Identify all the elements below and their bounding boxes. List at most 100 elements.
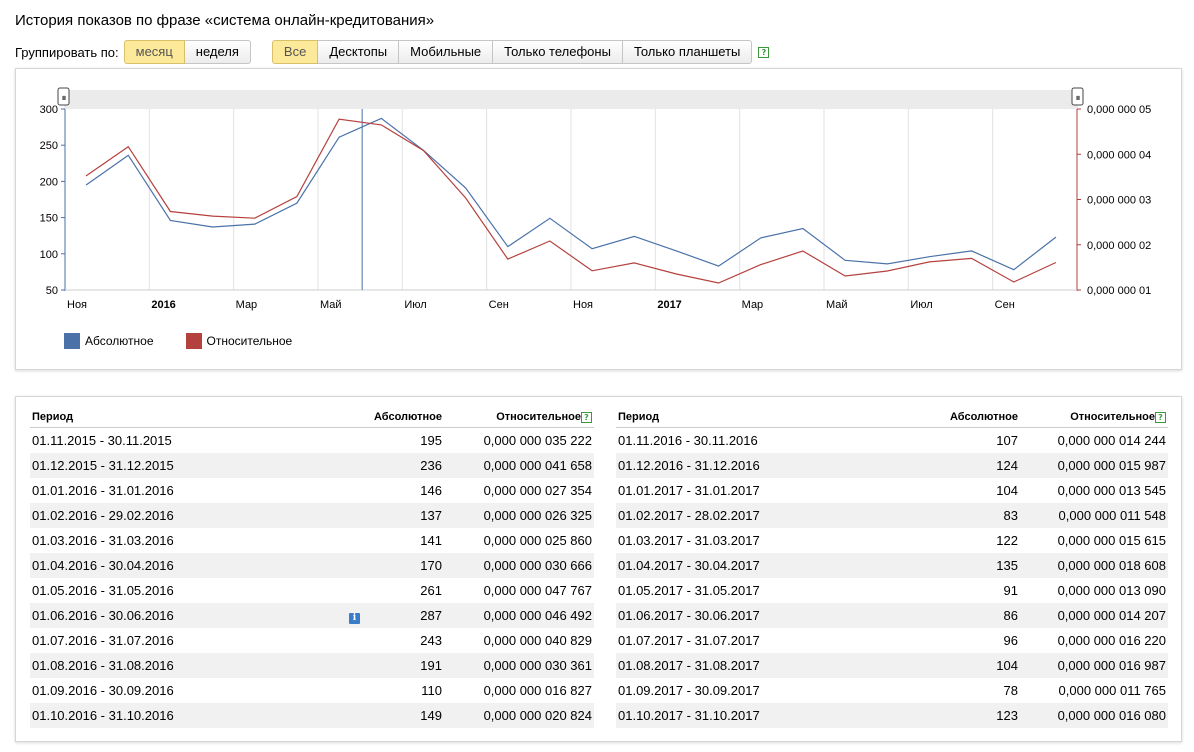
- data-point-relative[interactable]: [591, 269, 594, 272]
- x-tick-label: Мар: [742, 299, 764, 311]
- data-point-absolute[interactable]: [1054, 236, 1057, 239]
- y-tick-label-right: 0,000 000 05: [1087, 104, 1151, 116]
- x-tick-label: Июл: [910, 299, 932, 311]
- range-handle-right[interactable]: [1071, 87, 1084, 106]
- data-point-relative[interactable]: [380, 123, 383, 126]
- table-row: 01.07.2017 - 31.07.2017 96 0,000 000 016 2…: [616, 628, 1168, 653]
- y-tick-label-left: 150: [40, 213, 58, 225]
- range-handle-left[interactable]: [57, 87, 70, 106]
- data-point-absolute[interactable]: [211, 226, 214, 229]
- absolute-cell: 170: [362, 553, 444, 578]
- period-cell: 01.11.2016 - 30.11.2016: [618, 433, 758, 448]
- x-tick-label: Май: [320, 299, 342, 311]
- absolute-cell: 243: [420, 633, 442, 648]
- table-row: 01.04.2017 - 30.04.2017 135 0,000 000 018 …: [616, 553, 1168, 578]
- legend-item-absolute[interactable]: Абсолютное: [64, 333, 154, 349]
- range-navigator[interactable]: [64, 90, 1078, 109]
- period-cell: 01.01.2017 - 31.01.2017: [618, 483, 760, 498]
- history-line-chart[interactable]: 300 250 200 150 100 50 0,000 000 05 0,000 000 0…: [16, 69, 1181, 369]
- data-point-relative[interactable]: [759, 263, 762, 266]
- data-point-absolute[interactable]: [970, 249, 973, 252]
- absolute-cell: 124: [936, 453, 1020, 478]
- y-tick-label-right: 0,000 000 01: [1087, 285, 1151, 297]
- info-cell: [340, 503, 362, 528]
- absolute-cell: 107: [996, 433, 1018, 448]
- data-point-relative[interactable]: [338, 118, 341, 121]
- data-point-absolute[interactable]: [1012, 268, 1015, 271]
- data-point-relative[interactable]: [422, 149, 425, 152]
- data-point-absolute[interactable]: [380, 117, 383, 120]
- period-cell: 01.10.2016 - 31.10.2016: [30, 703, 340, 728]
- data-point-absolute[interactable]: [295, 202, 298, 205]
- data-point-absolute[interactable]: [127, 154, 130, 157]
- legend-label-relative: Относительное: [206, 334, 293, 348]
- device-tablets-only-button[interactable]: Только планшеты: [622, 40, 753, 64]
- range-handle-grip-icon: ⏸: [1076, 93, 1081, 104]
- table-row: 01.01.2017 - 31.01.2017 104 0,000 000 013 …: [616, 478, 1168, 503]
- x-tick-label: Ноя: [67, 299, 87, 311]
- device-all-button[interactable]: Все: [271, 40, 319, 64]
- info-cell: [340, 453, 362, 478]
- chart-legend: Абсолютное Относительное: [64, 333, 324, 349]
- device-desktops-button[interactable]: Десктопы: [318, 40, 400, 64]
- data-point-relative[interactable]: [717, 281, 720, 284]
- help-icon[interactable]: ?: [758, 46, 770, 58]
- data-point-relative[interactable]: [127, 145, 130, 148]
- data-point-absolute[interactable]: [801, 227, 804, 230]
- x-tick-label: Мар: [236, 299, 258, 311]
- relative-cell: 0,000 000 016 080: [1020, 703, 1168, 728]
- data-point-absolute[interactable]: [338, 136, 341, 139]
- data-point-relative[interactable]: [1054, 261, 1057, 264]
- period-cell: 01.10.2017 - 31.10.2017: [616, 703, 936, 728]
- absolute-cell: 146: [420, 483, 442, 498]
- data-point-relative[interactable]: [928, 260, 931, 263]
- series-line-absolute: [85, 117, 1057, 271]
- table-row: 01.10.2016 - 31.10.2016 149 0,000 000 020 …: [30, 703, 594, 728]
- data-point-absolute[interactable]: [548, 217, 551, 220]
- data-point-relative[interactable]: [1012, 281, 1015, 284]
- data-point-absolute[interactable]: [928, 255, 931, 258]
- data-point-absolute[interactable]: [675, 249, 678, 252]
- data-point-relative[interactable]: [295, 195, 298, 198]
- group-by-month-button[interactable]: месяц: [123, 40, 185, 64]
- group-by-week-button[interactable]: неделя: [184, 40, 251, 64]
- data-point-absolute[interactable]: [591, 247, 594, 250]
- legend-swatch-absolute: [64, 333, 80, 349]
- table-row: 01.01.2016 - 31.01.2016 146 0,000 000 027 …: [30, 478, 594, 503]
- data-point-relative[interactable]: [675, 272, 678, 275]
- data-point-relative[interactable]: [548, 240, 551, 243]
- device-phones-only-button[interactable]: Только телефоны: [493, 40, 623, 64]
- data-point-absolute[interactable]: [844, 259, 847, 262]
- data-point-relative[interactable]: [253, 217, 256, 220]
- data-point-absolute[interactable]: [717, 265, 720, 268]
- data-point-relative[interactable]: [801, 250, 804, 253]
- data-point-absolute[interactable]: [759, 236, 762, 239]
- data-point-relative[interactable]: [506, 258, 509, 261]
- help-icon[interactable]: ?: [581, 412, 592, 423]
- device-mobile-button[interactable]: Мобильные: [399, 40, 494, 64]
- info-cell: [340, 528, 362, 553]
- data-point-relative[interactable]: [85, 174, 88, 177]
- data-point-absolute[interactable]: [85, 184, 88, 187]
- data-point-relative[interactable]: [464, 196, 467, 199]
- data-point-relative[interactable]: [211, 215, 214, 218]
- data-point-absolute[interactable]: [506, 245, 509, 248]
- data-point-absolute[interactable]: [886, 262, 889, 265]
- help-icon[interactable]: ?: [1155, 412, 1166, 423]
- y-tick-label-left: 250: [40, 140, 58, 152]
- data-point-relative[interactable]: [633, 261, 636, 264]
- legend-item-relative[interactable]: Относительное: [185, 333, 293, 349]
- info-icon[interactable]: i: [349, 612, 360, 624]
- data-point-relative[interactable]: [169, 210, 172, 213]
- table-row: 01.05.2016 - 31.05.2016 261 0,000 000 047 …: [30, 578, 594, 603]
- data-point-absolute[interactable]: [253, 223, 256, 226]
- data-point-relative[interactable]: [886, 269, 889, 272]
- table-row: 01.04.2016 - 30.04.2016 170 0,000 000 030 …: [30, 553, 594, 578]
- data-point-relative[interactable]: [844, 275, 847, 278]
- data-point-absolute[interactable]: [633, 235, 636, 238]
- y-tick-label-left: 300: [40, 104, 58, 116]
- data-point-absolute[interactable]: [169, 219, 172, 222]
- absolute-cell: 123: [936, 703, 1020, 728]
- data-point-relative[interactable]: [970, 257, 973, 260]
- data-point-absolute[interactable]: [464, 186, 467, 189]
